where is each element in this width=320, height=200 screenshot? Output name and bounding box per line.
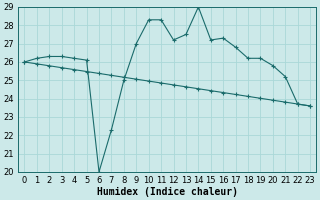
X-axis label: Humidex (Indice chaleur): Humidex (Indice chaleur) bbox=[97, 186, 238, 197]
